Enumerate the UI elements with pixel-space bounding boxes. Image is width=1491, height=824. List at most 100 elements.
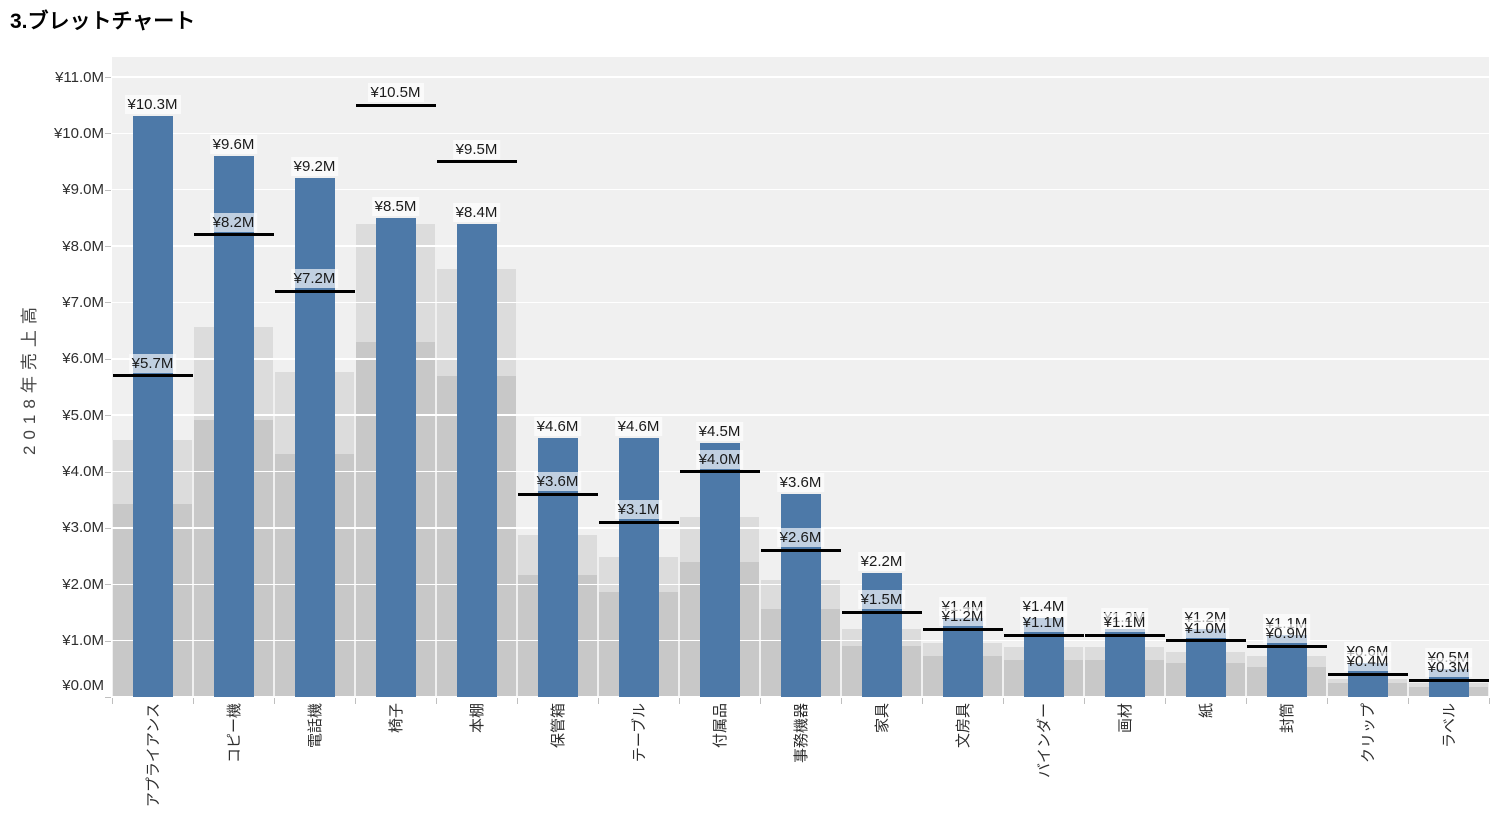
value-bar[interactable] <box>780 494 821 697</box>
y-axis-title: 2018年売上高 <box>12 300 38 455</box>
target-label: ¥0.4M <box>1343 652 1392 672</box>
y-gridline <box>112 414 1489 416</box>
y-axis-tick <box>105 415 111 417</box>
target-label: ¥1.1M <box>1019 613 1068 632</box>
value-bar[interactable] <box>618 437 659 697</box>
target-label: ¥3.6M <box>533 472 582 492</box>
target-line <box>355 103 436 107</box>
y-tick-label: ¥10.0M <box>53 124 104 142</box>
x-axis-tick <box>1407 698 1409 704</box>
target-line <box>760 548 841 552</box>
target-label: ¥3.1M <box>614 500 663 520</box>
y-tick-label: ¥3.0M <box>62 519 104 537</box>
y-tick-label: ¥0.0M <box>62 677 104 694</box>
y-axis-title-text: 2018年売上高 <box>20 301 38 455</box>
x-category-label-text: 紙 <box>1197 703 1215 719</box>
x-category-label-text: コピー機 <box>225 703 243 764</box>
target-line <box>679 470 760 474</box>
x-axis-tick <box>1002 698 1004 704</box>
x-category-label-text: 画材 <box>1116 703 1134 734</box>
x-category-label-text: ラベル <box>1440 703 1458 749</box>
y-axis-tick <box>105 697 111 698</box>
value-bar[interactable] <box>213 155 254 697</box>
target-label: ¥9.5M <box>452 139 501 159</box>
value-bar[interactable] <box>456 223 497 697</box>
y-axis-tick <box>105 584 111 586</box>
y-axis-tick <box>105 189 111 191</box>
x-category-label-text: 電話機 <box>306 703 324 749</box>
value-bar[interactable] <box>132 116 173 697</box>
x-category-label-text: 本棚 <box>468 703 486 734</box>
y-axis-tick <box>105 358 111 360</box>
target-label: ¥1.2M <box>938 607 987 627</box>
y-tick-label: ¥7.0M <box>62 293 104 311</box>
plot-area: ¥10.3M ¥5.7M ¥9.6M ¥8.2M ¥9.2M ¥7.2M ¥8.5M ¥10.… <box>105 57 1489 698</box>
target-label: ¥8.2M <box>209 212 258 232</box>
x-axis-tick <box>678 698 680 704</box>
target-label: ¥2.6M <box>776 528 825 548</box>
target-line <box>517 492 598 496</box>
y-gridline <box>112 132 1489 135</box>
y-tick-label: ¥8.0M <box>62 237 104 255</box>
target-line <box>112 374 193 378</box>
target-line <box>1408 678 1489 682</box>
target-line <box>1246 644 1327 648</box>
y-gridline <box>112 76 1489 78</box>
value-bar[interactable] <box>1104 629 1145 697</box>
value-label: ¥9.2M <box>290 157 339 177</box>
target-line <box>1327 672 1408 676</box>
chart-title: 3.ブレットチャート <box>10 10 196 33</box>
target-line <box>598 520 679 524</box>
x-category-label-text: 椅子 <box>387 703 405 734</box>
x-axis-tick <box>516 698 518 704</box>
x-axis-tick <box>273 698 275 704</box>
y-gridline <box>112 188 1489 191</box>
x-axis-tick <box>1164 698 1166 704</box>
value-label: ¥3.6M <box>776 473 825 493</box>
x-axis-tick <box>921 698 923 704</box>
x-axis-tick <box>1488 698 1490 704</box>
y-tick-label: ¥1.0M <box>62 632 104 650</box>
x-category-label-text: 事務機器 <box>792 703 810 764</box>
target-line <box>1165 639 1246 643</box>
value-label: ¥1.4M <box>1019 597 1068 617</box>
value-bar[interactable] <box>375 217 416 697</box>
y-axis-tick <box>105 302 111 304</box>
value-label: ¥4.6M <box>614 416 663 436</box>
target-label: ¥7.2M <box>290 269 339 289</box>
value-label: ¥9.6M <box>209 134 258 154</box>
value-bar[interactable] <box>699 443 740 697</box>
x-axis-tick <box>1083 698 1085 704</box>
target-label: ¥0.9M <box>1262 624 1311 644</box>
target-line <box>436 160 517 164</box>
x-axis-tick <box>1245 698 1247 704</box>
value-bar[interactable] <box>942 618 983 697</box>
target-label: ¥5.7M <box>128 353 177 373</box>
value-bar[interactable] <box>294 178 335 697</box>
y-gridline <box>112 301 1489 304</box>
y-gridline <box>112 470 1489 473</box>
target-label: ¥0.3M <box>1424 658 1473 678</box>
x-axis-tick <box>435 698 437 704</box>
y-tick-label: ¥5.0M <box>62 406 104 424</box>
y-tick-label: ¥11.0M <box>55 68 104 86</box>
y-tick-label: ¥9.0M <box>62 181 104 199</box>
target-line <box>841 610 922 614</box>
value-label: ¥2.2M <box>857 552 906 571</box>
x-category-label-text: アプライアンス <box>144 703 162 808</box>
x-axis-tick <box>1326 698 1328 704</box>
target-label: ¥10.5M <box>367 83 424 103</box>
x-category-label-text: 保管箱 <box>549 703 567 749</box>
y-gridline <box>112 358 1489 360</box>
y-tick-label: ¥6.0M <box>62 350 104 368</box>
target-line <box>1084 633 1165 637</box>
x-category-label-text: バインダー <box>1035 703 1053 779</box>
y-gridline <box>112 245 1489 247</box>
x-axis-tick <box>597 698 599 704</box>
y-axis-tick <box>105 246 111 248</box>
target-line <box>193 233 274 237</box>
value-label: ¥8.5M <box>371 196 420 216</box>
y-axis-tick <box>105 640 111 642</box>
y-axis-tick <box>105 77 111 78</box>
